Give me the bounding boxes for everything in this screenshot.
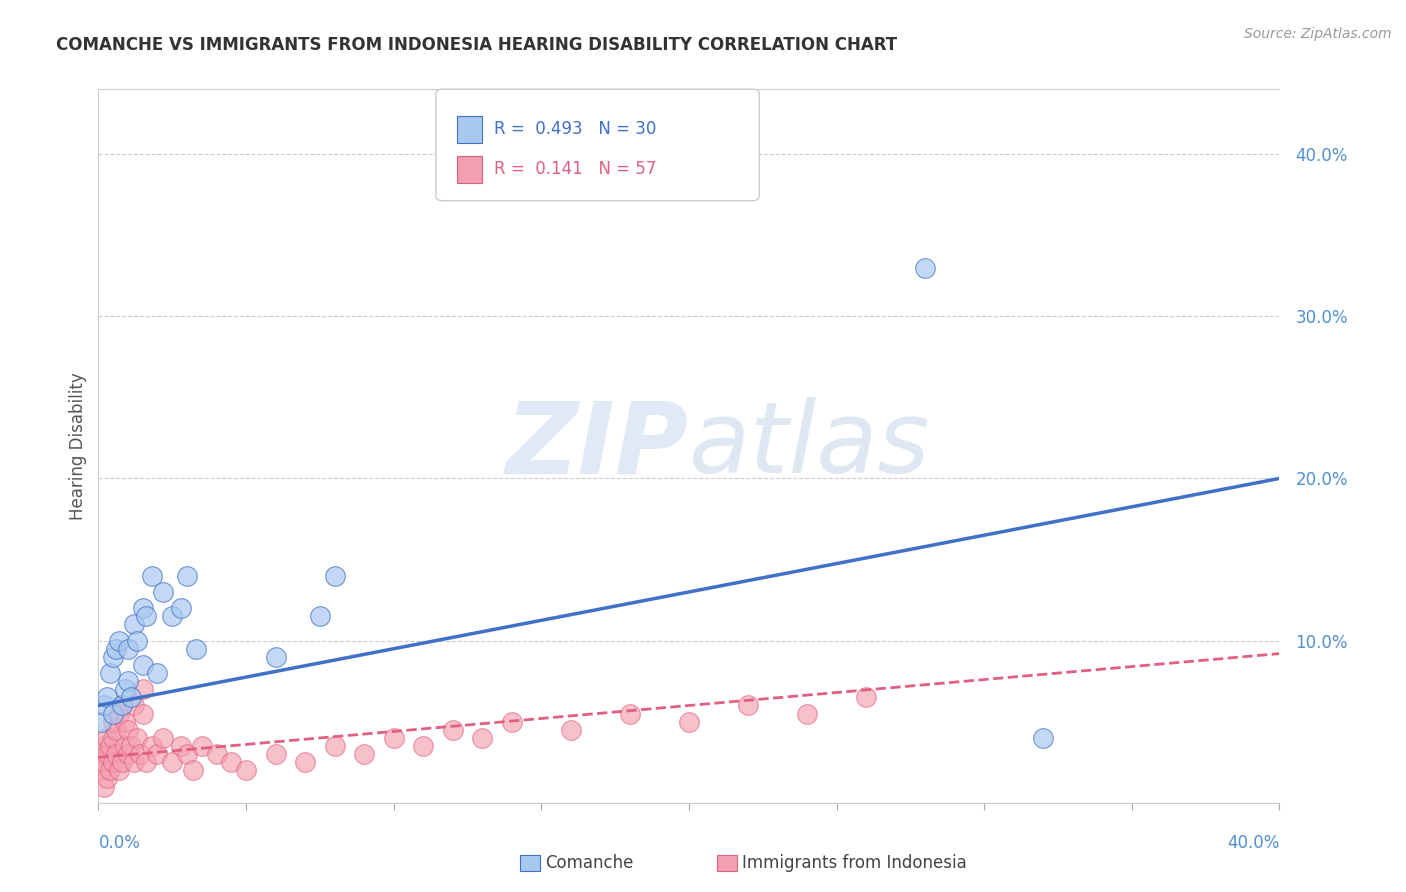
Point	[412, 739, 434, 753]
Point	[93, 698, 115, 713]
Point	[108, 633, 131, 648]
Point	[108, 764, 131, 778]
Point	[98, 666, 121, 681]
Point	[560, 723, 582, 737]
Point	[855, 690, 877, 705]
Point	[96, 747, 118, 761]
Point	[93, 739, 115, 753]
Point	[141, 568, 163, 582]
Text: Immigrants from Indonesia: Immigrants from Indonesia	[742, 855, 967, 872]
Y-axis label: Hearing Disability: Hearing Disability	[69, 372, 87, 520]
Point	[93, 780, 115, 794]
Point	[323, 739, 346, 753]
Text: R =  0.141   N = 57: R = 0.141 N = 57	[494, 161, 655, 178]
Point	[114, 739, 136, 753]
Point	[117, 641, 139, 656]
Point	[103, 649, 125, 664]
Point	[93, 756, 115, 770]
Point	[90, 764, 112, 778]
Point	[471, 731, 494, 745]
Point	[132, 657, 155, 672]
Text: ZIP: ZIP	[506, 398, 689, 494]
Point	[132, 706, 155, 721]
Point	[176, 747, 198, 761]
Point	[114, 714, 136, 729]
Point	[796, 706, 818, 721]
Text: COMANCHE VS IMMIGRANTS FROM INDONESIA HEARING DISABILITY CORRELATION CHART: COMANCHE VS IMMIGRANTS FROM INDONESIA HE…	[56, 36, 897, 54]
Point	[111, 698, 134, 713]
Point	[141, 739, 163, 753]
Point	[219, 756, 242, 770]
Point	[90, 747, 112, 761]
Point	[125, 633, 148, 648]
Point	[323, 568, 346, 582]
Text: Comanche: Comanche	[546, 855, 634, 872]
Point	[108, 706, 131, 721]
Point	[146, 666, 169, 681]
Point	[294, 756, 316, 770]
Point	[128, 747, 150, 761]
Text: 40.0%: 40.0%	[1227, 834, 1279, 852]
Point	[181, 764, 204, 778]
Point	[264, 649, 287, 664]
Point	[98, 764, 121, 778]
Point	[135, 756, 157, 770]
Point	[96, 772, 118, 786]
Point	[914, 260, 936, 275]
Point	[111, 756, 134, 770]
Point	[184, 641, 207, 656]
Point	[170, 601, 193, 615]
Point	[114, 682, 136, 697]
Point	[309, 609, 332, 624]
Point	[678, 714, 700, 729]
Point	[235, 764, 257, 778]
Point	[125, 731, 148, 745]
Text: 0.0%: 0.0%	[98, 834, 141, 852]
Point	[105, 723, 128, 737]
Text: Source: ZipAtlas.com: Source: ZipAtlas.com	[1244, 27, 1392, 41]
Point	[737, 698, 759, 713]
Point	[191, 739, 214, 753]
Point	[98, 739, 121, 753]
Point	[441, 723, 464, 737]
Point	[103, 706, 125, 721]
Point	[120, 739, 142, 753]
Point	[122, 617, 145, 632]
Point	[120, 690, 142, 705]
Point	[146, 747, 169, 761]
Point	[103, 714, 125, 729]
Point	[162, 756, 183, 770]
Point	[353, 747, 375, 761]
Point	[176, 568, 198, 582]
Text: atlas: atlas	[689, 398, 931, 494]
Point	[122, 698, 145, 713]
Text: R =  0.493   N = 30: R = 0.493 N = 30	[494, 120, 655, 138]
Point	[135, 609, 157, 624]
Point	[382, 731, 405, 745]
Point	[264, 747, 287, 761]
Point	[117, 747, 139, 761]
Point	[205, 747, 228, 761]
Point	[152, 585, 174, 599]
Point	[162, 609, 183, 624]
Point	[619, 706, 641, 721]
Point	[152, 731, 174, 745]
Point	[1032, 731, 1054, 745]
Point	[132, 682, 155, 697]
Point	[117, 674, 139, 689]
Point	[103, 731, 125, 745]
Point	[105, 747, 128, 761]
Point	[96, 731, 118, 745]
Point	[501, 714, 523, 729]
Point	[105, 641, 128, 656]
Point	[132, 601, 155, 615]
Point	[170, 739, 193, 753]
Point	[103, 756, 125, 770]
Point	[90, 714, 112, 729]
Point	[96, 690, 118, 705]
Point	[122, 756, 145, 770]
Point	[117, 723, 139, 737]
Point	[111, 698, 134, 713]
